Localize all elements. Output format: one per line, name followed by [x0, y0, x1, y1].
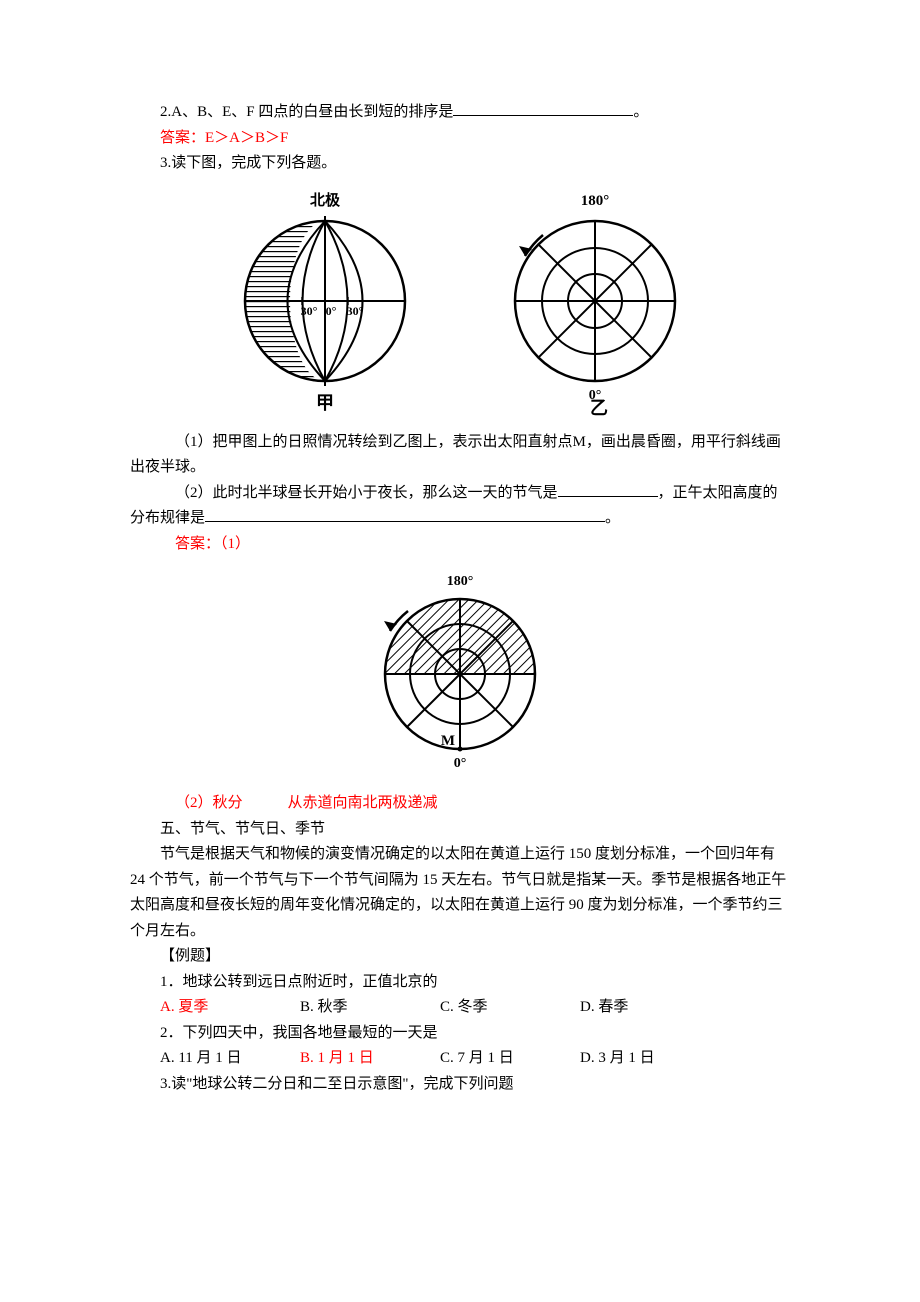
q2-answer-label: 答案： [160, 130, 205, 146]
jia-tick-mid: 0° [326, 304, 337, 318]
examples-label: 【例题】 [160, 948, 220, 964]
q2-blank [453, 101, 633, 116]
sub2-pre: （2）此时北半球昼长开始小于夜长，那么这一天的节气是 [175, 485, 558, 501]
sub2-ans-post: 从赤道向南北两极递减 [288, 795, 438, 811]
figure-row-1: 北极 30° 0° 30° [130, 191, 790, 416]
choice-a: A. 夏季 [130, 995, 270, 1021]
yi-bottom-label: 乙 [590, 398, 608, 416]
sub1-text: （1）把甲图上的日照情况转绘到乙图上，表示出太阳直射点M，画出晨昏圈，用平行斜线… [130, 434, 781, 476]
answer-label-1: 答案：（1） [175, 536, 250, 552]
sub2-ans-spacer [243, 795, 288, 811]
jia-bottom-label: 甲 [316, 393, 334, 413]
choice-d: D. 3 月 1 日 [550, 1046, 690, 1072]
ans-bottom-label: 0° [454, 756, 467, 771]
ex1-choices: A. 夏季B. 秋季C. 冬季D. 春季 [130, 995, 790, 1021]
choice-d: D. 春季 [550, 995, 690, 1021]
ans-M-label: M [441, 733, 455, 749]
diagram-jia-svg: 北极 30° 0° 30° [225, 191, 425, 416]
q2-answer-text: E＞A＞B＞F [205, 130, 288, 146]
ans-top-label: 180° [447, 574, 474, 589]
ex3-stem: 3.读"地球公转二分日和二至日示意图"，完成下列问题 [160, 1076, 514, 1092]
choice-a: A. 11 月 1 日 [130, 1046, 270, 1072]
figure-yi: 180° 0° 乙 [495, 191, 695, 416]
jia-tick-left: 30° [301, 304, 318, 318]
q3-text: 3.读下图，完成下列各题。 [160, 155, 336, 171]
q2-text: 2.A、B、E、F 四点的白昼由长到短的排序是 [160, 104, 453, 120]
figure-jia: 北极 30° 0° 30° [225, 191, 425, 416]
figure-answer: 180° M 0° [130, 569, 790, 779]
sub2-ans-pre: （2）秋分 [175, 795, 243, 811]
ex1-stem: 1．地球公转到远日点附近时，正值北京的 [160, 974, 438, 990]
choice-b: B. 1 月 1 日 [270, 1046, 410, 1072]
sub2-answer: （2）秋分 从赤道向南北两极递减 [130, 791, 790, 817]
sub2-blank1 [558, 482, 658, 497]
para5-text: 节气是根据天气和物候的演变情况确定的以太阳在黄道上运行 150 度划分标准，一个… [130, 846, 786, 939]
diagram-answer-svg: 180° M 0° [360, 569, 560, 779]
heading-5: 五、节气、节气日、季节 [160, 821, 325, 837]
sub2-end: 。 [605, 510, 620, 526]
jia-top-label: 北极 [310, 191, 341, 209]
ex2-stem: 2．下列四天中，我国各地昼最短的一天是 [160, 1025, 438, 1041]
choice-b: B. 秋季 [270, 995, 410, 1021]
choice-c: C. 7 月 1 日 [410, 1046, 550, 1072]
jia-tick-right: 30° [347, 304, 364, 318]
ex2-choices: A. 11 月 1 日B. 1 月 1 日C. 7 月 1 日D. 3 月 1 … [130, 1046, 790, 1072]
diagram-yi-svg: 180° 0° 乙 [495, 191, 695, 416]
yi-top-label: 180° [581, 193, 610, 209]
q2-end: 。 [633, 104, 648, 120]
sub2-blank2 [205, 507, 605, 522]
choice-c: C. 冬季 [410, 995, 550, 1021]
